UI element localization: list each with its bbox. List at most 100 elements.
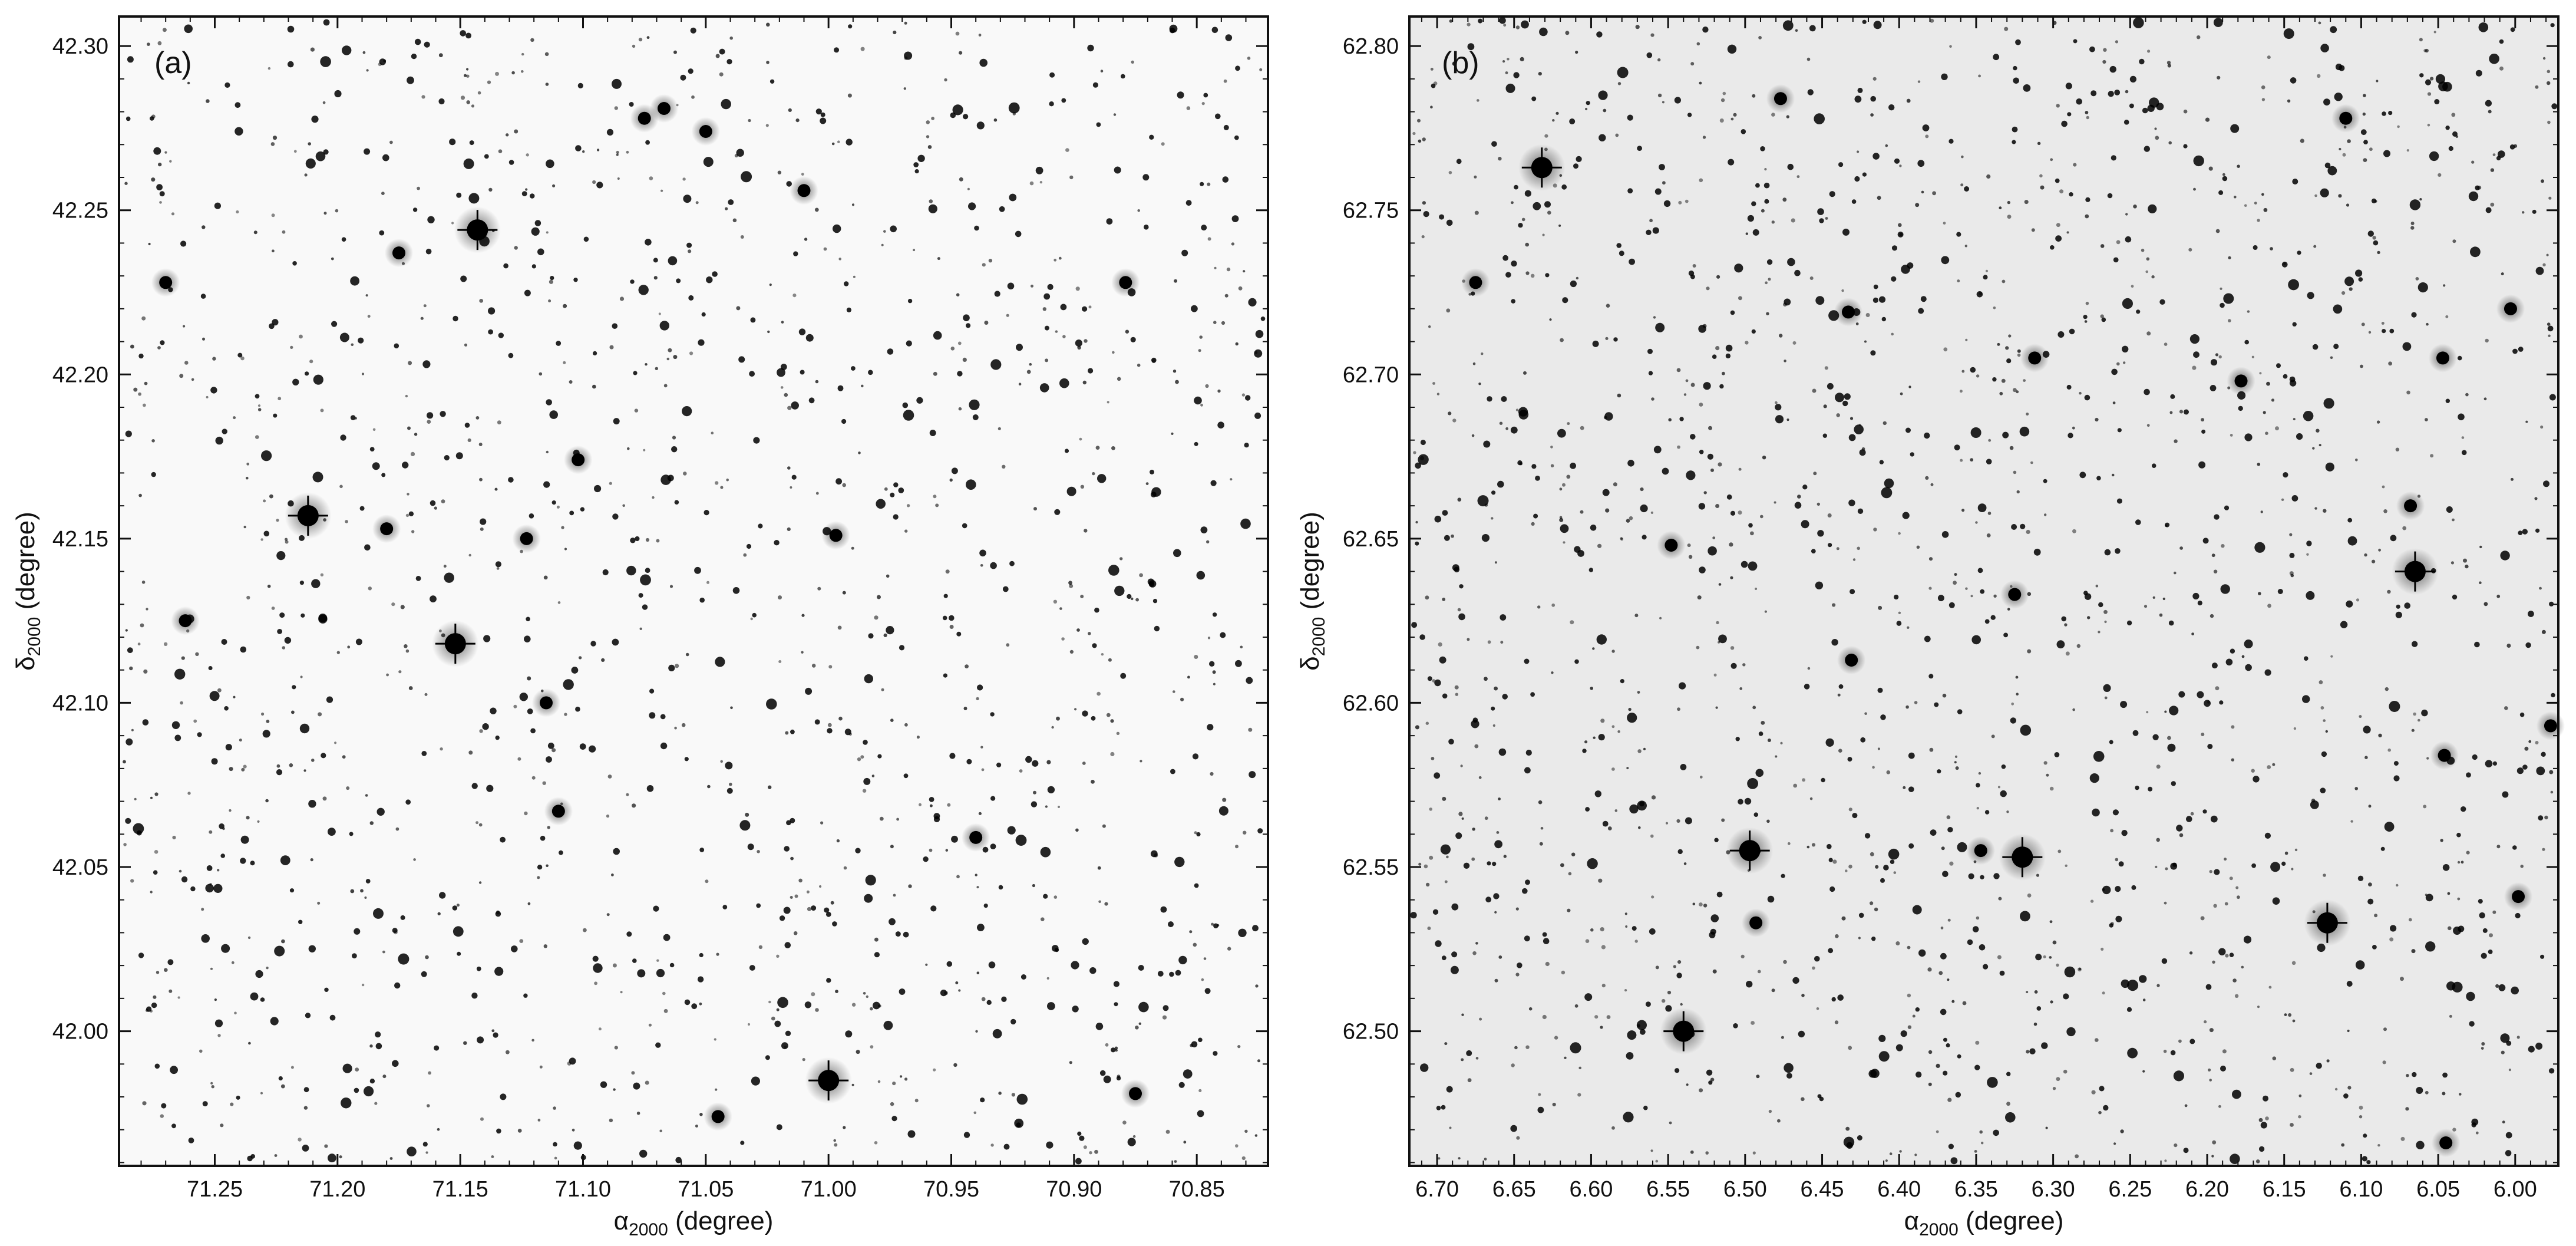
star	[1511, 1063, 1515, 1067]
star	[1213, 1051, 1218, 1056]
star	[2147, 50, 2151, 53]
star	[1993, 594, 1997, 598]
star	[2013, 65, 2017, 71]
bright-star	[1461, 268, 1490, 297]
star	[2135, 785, 2139, 790]
panel-a-x-axis-label: α2000 (degree)	[614, 1207, 774, 1240]
star	[1617, 82, 1621, 85]
star	[1011, 1093, 1016, 1097]
star	[2483, 397, 2487, 401]
star	[2109, 65, 2116, 73]
star	[484, 154, 489, 159]
star	[2270, 247, 2273, 250]
star	[1702, 324, 1707, 328]
star	[1177, 91, 1184, 99]
star	[2384, 822, 2395, 832]
star	[1544, 134, 1548, 138]
star	[2360, 364, 2363, 368]
star	[2425, 48, 2429, 53]
star	[2238, 406, 2243, 411]
star	[2485, 207, 2492, 213]
star	[224, 706, 229, 711]
star	[891, 1116, 897, 1122]
star	[217, 688, 222, 693]
star	[1679, 682, 1686, 690]
star	[906, 504, 910, 507]
star	[1761, 721, 1765, 725]
star	[1883, 865, 1889, 871]
star	[706, 276, 713, 284]
star	[2383, 150, 2390, 157]
star	[1165, 1129, 1170, 1134]
star	[1898, 611, 1901, 615]
star	[1829, 191, 1835, 197]
star	[1537, 1106, 1544, 1113]
star	[663, 384, 668, 388]
star	[1730, 662, 1737, 669]
star	[2218, 948, 2226, 955]
star	[250, 992, 259, 1001]
star	[2547, 81, 2551, 85]
star	[2218, 355, 2222, 359]
star	[134, 797, 137, 800]
star	[1957, 1054, 1961, 1059]
star	[1082, 762, 1086, 765]
star	[471, 993, 478, 999]
star	[1872, 153, 1880, 160]
bright-star	[790, 176, 818, 205]
star	[2202, 538, 2209, 544]
star	[1848, 1046, 1852, 1050]
star	[2165, 867, 2168, 871]
star	[490, 707, 497, 714]
star	[1585, 807, 1590, 812]
star	[774, 1020, 781, 1027]
star	[1972, 926, 1979, 932]
star	[893, 894, 896, 897]
star	[884, 487, 888, 491]
star	[815, 492, 819, 495]
star	[1225, 34, 1233, 41]
star	[381, 192, 385, 195]
star	[2164, 901, 2167, 905]
star	[2209, 1028, 2214, 1033]
star	[2213, 569, 2218, 573]
star	[2383, 509, 2387, 513]
star	[1662, 467, 1669, 475]
star	[193, 719, 197, 723]
star	[1794, 502, 1802, 509]
star	[1970, 595, 1973, 598]
star	[1006, 314, 1009, 317]
star	[1903, 786, 1906, 789]
star	[2459, 1093, 2462, 1096]
star	[386, 673, 389, 677]
star	[1878, 1034, 1886, 1042]
y-tick-label: 42.30	[52, 34, 108, 59]
star	[2155, 136, 2159, 140]
star	[1472, 362, 1476, 365]
star	[2411, 729, 2415, 732]
star	[1809, 276, 1814, 280]
star	[274, 945, 285, 957]
star	[768, 785, 772, 789]
star	[1569, 118, 1576, 124]
bright-star	[2396, 491, 2425, 520]
star	[2457, 897, 2461, 901]
star	[2548, 1068, 2555, 1074]
star	[1039, 383, 1049, 393]
star	[2031, 228, 2035, 232]
star	[2225, 658, 2233, 666]
star	[1567, 908, 1571, 912]
star	[1194, 655, 1198, 659]
star	[1645, 1001, 1651, 1007]
star	[1570, 280, 1577, 288]
star	[958, 989, 961, 992]
star	[394, 982, 401, 989]
star	[2090, 899, 2094, 903]
star	[1900, 1030, 1907, 1037]
star	[2511, 986, 2519, 995]
star	[1240, 645, 1243, 649]
star	[1431, 83, 1436, 88]
star	[777, 997, 788, 1008]
star	[2406, 390, 2410, 395]
star	[2448, 146, 2453, 151]
